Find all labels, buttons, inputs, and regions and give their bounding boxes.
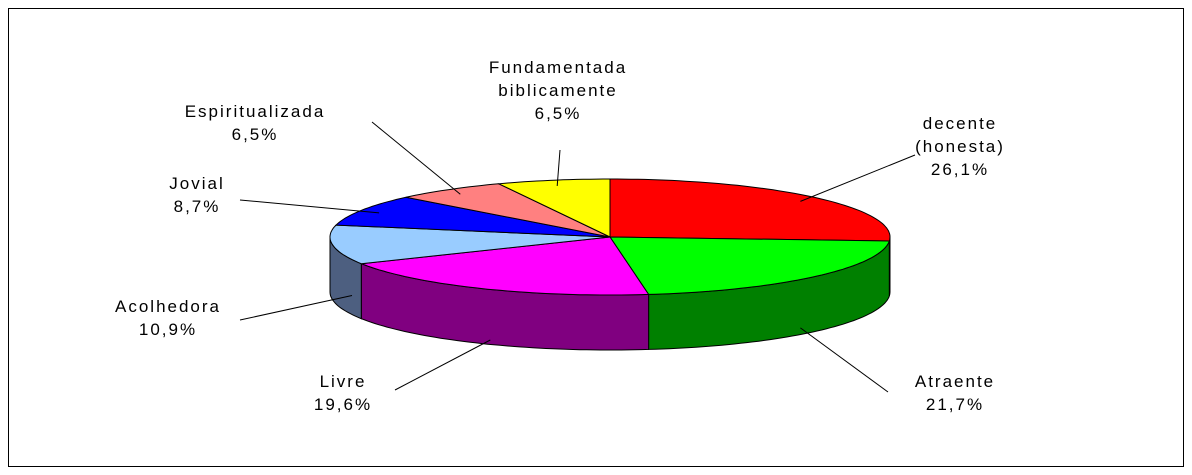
- value-label: 8,7%: [173, 197, 221, 216]
- pie-slice: [329, 224, 611, 265]
- pie-slice: [609, 236, 891, 295]
- leader-line: [239, 199, 380, 214]
- slice-label: decente (honesta) 26,1%: [915, 112, 1005, 181]
- value-label: 19,6%: [313, 395, 373, 414]
- category-label: Fundamentada biblicamente: [488, 58, 628, 100]
- value-label: 6,5%: [231, 125, 279, 144]
- category-label: Jovial: [169, 174, 225, 193]
- pie-slice: [334, 196, 611, 238]
- leader-line: [556, 149, 561, 186]
- pie-slice: [361, 236, 650, 296]
- leader-line: [371, 121, 461, 195]
- category-label: Acolhedora: [114, 297, 222, 316]
- category-label: Livre: [319, 372, 367, 391]
- pie-slice: [405, 183, 611, 238]
- leader-line: [800, 327, 889, 393]
- slice-label: Espiritualizada 6,5%: [185, 100, 326, 146]
- leader-line: [239, 295, 353, 321]
- slice-label: Jovial 8,7%: [169, 172, 224, 218]
- slice-label: Acolhedora 10,9%: [115, 295, 221, 341]
- value-label: 21,7%: [925, 395, 985, 414]
- category-label: Espiritualizada: [184, 102, 326, 121]
- pie-slice: [496, 178, 611, 238]
- value-label: 26,1%: [930, 160, 990, 179]
- slice-label: Livre 19,6%: [314, 370, 372, 416]
- value-label: 10,9%: [138, 320, 198, 339]
- category-label: decente (honesta): [915, 114, 1005, 156]
- slice-label: Atraente 21,7%: [915, 370, 995, 416]
- leader-line: [394, 339, 491, 391]
- pie-slice: [609, 178, 891, 242]
- category-label: Atraente: [914, 372, 996, 391]
- leader-line: [800, 154, 916, 202]
- slice-label: Fundamentada biblicamente 6,5%: [489, 56, 627, 125]
- value-label: 6,5%: [534, 104, 582, 123]
